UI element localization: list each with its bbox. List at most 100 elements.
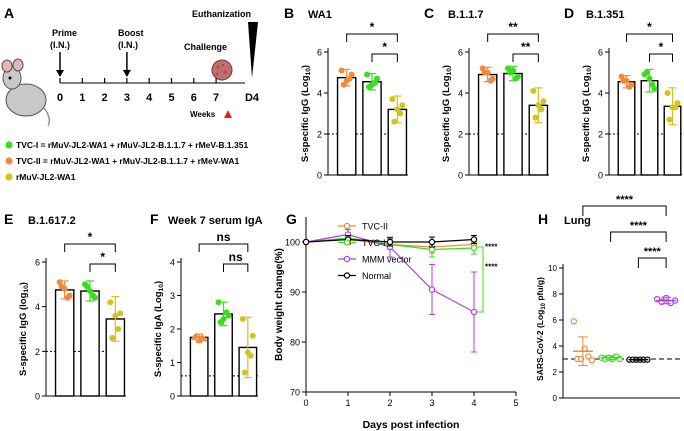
legend-marker <box>5 157 13 165</box>
chart-title: B.1.1.7 <box>448 9 483 21</box>
data-point <box>399 102 406 109</box>
significance-bracket <box>371 53 398 62</box>
data-point <box>669 104 676 111</box>
data-point <box>397 110 404 117</box>
y-tick-label: 100 <box>285 238 300 248</box>
panel-letter-h: H <box>538 211 548 227</box>
data-point <box>389 96 396 103</box>
chart-e: B.1.617.2 0 2 4 6 S-specific IgG (log10) * * <box>18 215 126 402</box>
x-tick-label: 4 <box>471 398 476 408</box>
data-point <box>470 308 478 316</box>
legend-label: TVC-II <box>362 222 388 232</box>
prime-label: Prime <box>52 28 77 38</box>
timeline-tick-label: 1 <box>79 92 85 104</box>
legend-marker <box>5 173 13 181</box>
legend-label: MMM vector <box>362 255 412 265</box>
x-tick-label: 0 <box>303 398 308 408</box>
data-point <box>112 312 119 319</box>
data-point <box>649 81 656 88</box>
data-point <box>241 369 248 376</box>
legend-marker <box>343 222 351 230</box>
virus-icon <box>211 59 233 81</box>
y-tick-label: 2 <box>553 368 558 377</box>
boost-label: Boost <box>118 28 144 38</box>
y-tick-label: 2 <box>317 130 322 140</box>
bar <box>503 72 523 176</box>
challenge-label: Challenge <box>184 42 227 52</box>
chart-b: WA1 0 2 4 6 S-specific IgG (Log10) * * <box>300 9 408 181</box>
timeline-tick-label: 5 <box>168 92 174 104</box>
data-point <box>61 285 68 292</box>
data-point <box>470 244 478 252</box>
x-tick-label: 5 <box>513 398 518 408</box>
x-tick-label: 2 <box>387 398 392 408</box>
data-point <box>386 238 394 246</box>
panel-letter-g: G <box>286 211 297 227</box>
significance-label: * <box>382 40 387 54</box>
data-point <box>646 75 653 82</box>
y-axis-label: S-specific IgA (Log10) <box>153 281 165 377</box>
legend-label: rMuV-JL2-WA1 <box>16 172 76 182</box>
data-point <box>192 332 200 339</box>
data-point <box>626 83 633 90</box>
chart-title: Week 7 serum IgA <box>168 215 263 227</box>
data-point <box>117 310 124 317</box>
data-point <box>666 116 673 123</box>
legend-label: TVC-II = rMuV-JL2-WA1 + rMuV-JL2-B.1.1.7… <box>16 156 239 166</box>
bar <box>189 336 209 397</box>
y-tick-label: 2 <box>170 325 175 335</box>
data-point <box>532 114 539 121</box>
boost-sub-label: (I.N.) <box>118 40 138 50</box>
significance-label: ns <box>216 230 230 244</box>
data-point <box>484 69 491 76</box>
panel-letter-f: F <box>150 211 159 227</box>
bar <box>477 73 498 176</box>
timeline-tick-label: 2 <box>102 92 108 104</box>
chart-title: WA1 <box>308 9 332 21</box>
timeline-tick-label: D4 <box>245 92 260 104</box>
data-point <box>90 292 96 299</box>
significance-bracket <box>626 33 673 42</box>
significance-bracket <box>223 263 249 272</box>
data-point <box>585 353 592 360</box>
chart-c: B.1.1.7 0 2 4 6 S-specific IgG (Log10) **** <box>441 9 549 181</box>
significance-bracket <box>64 243 116 252</box>
y-axis-label: S-specific IgG (log10) <box>18 282 30 376</box>
data-point <box>588 357 596 364</box>
significance-bracket <box>346 33 398 42</box>
significance-bracket <box>198 243 249 252</box>
significance-label: **** <box>485 243 498 252</box>
chart-f: Week 7 serum IgA 0 1 2 3 4 S-specific IgA (Log… <box>153 215 263 402</box>
panel-a-timeline: Prime (I.N.) Boost (I.N.) Euthanization … <box>1 9 260 182</box>
bar <box>617 81 636 176</box>
data-point <box>535 102 542 109</box>
y-tick-label: 2 <box>598 130 603 140</box>
bar <box>54 289 75 397</box>
legend-marker <box>343 255 351 263</box>
y-tick-label: 0 <box>317 171 322 181</box>
mouse-icon <box>1 58 51 127</box>
y-tick-label: 6 <box>317 48 322 58</box>
data-point <box>513 75 519 82</box>
significance-label: **** <box>630 220 648 232</box>
y-axis-label: S-specific IgG (Log10) <box>581 65 593 162</box>
chart-d: B.1.351 0 2 4 6 S-specific IgG (Log10) * * <box>581 9 682 181</box>
y-tick-label: 10 <box>548 264 557 273</box>
data-point <box>664 90 671 96</box>
data-point <box>540 98 547 105</box>
y-tick-label: 8 <box>553 290 558 299</box>
data-point <box>364 71 370 78</box>
legend-label: TVC-I <box>362 238 386 248</box>
data-point <box>56 279 63 286</box>
y-tick-label: 6 <box>35 258 40 268</box>
data-point <box>487 77 494 84</box>
significance-bracket <box>477 246 484 313</box>
significance-bracket <box>582 205 667 216</box>
y-tick-label: 70 <box>290 388 300 398</box>
legend-marker <box>5 141 13 149</box>
y-tick-label: 6 <box>598 48 603 58</box>
significance-label: * <box>88 230 93 244</box>
y-tick-label: 0 <box>170 392 175 402</box>
panel-letter-a: A <box>4 5 14 21</box>
